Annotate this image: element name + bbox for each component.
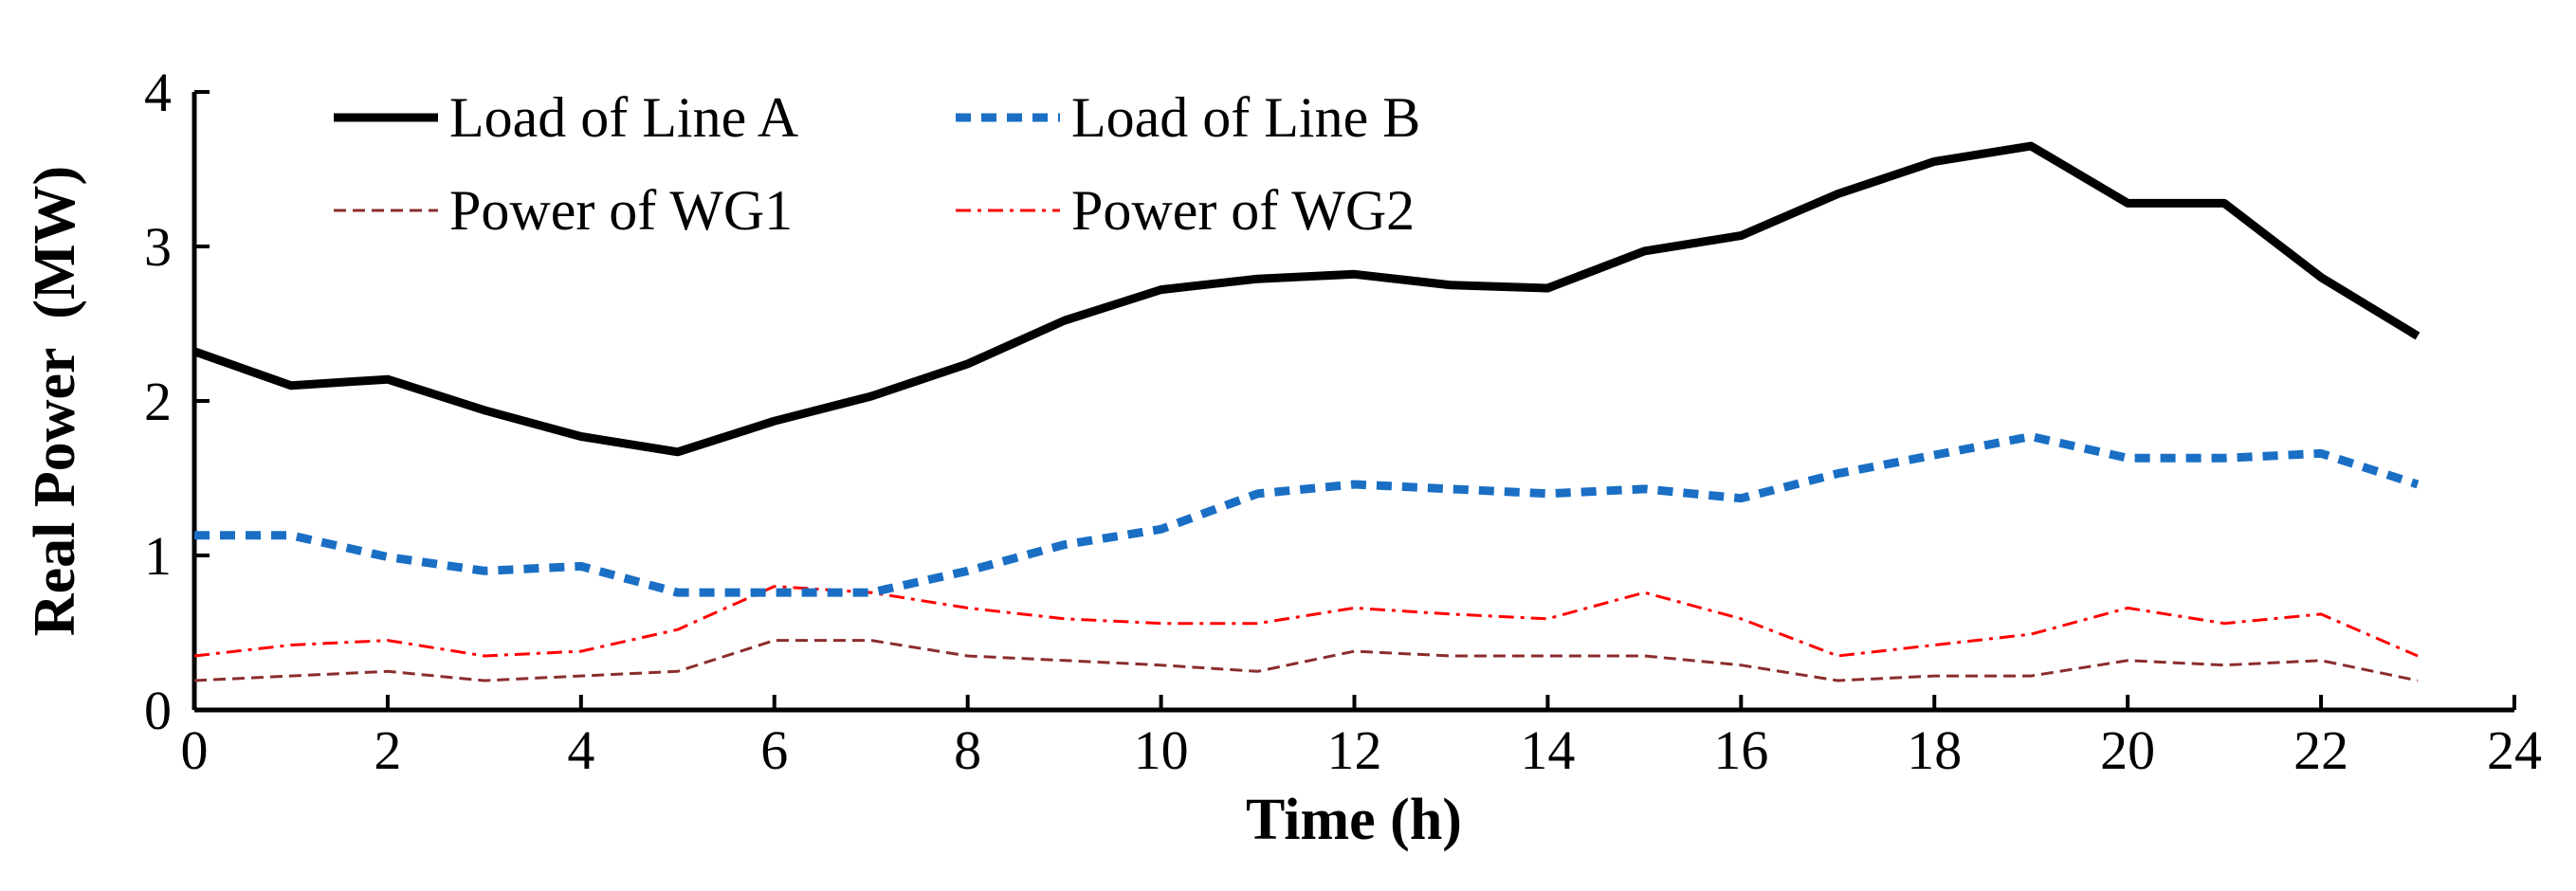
x-tick-label: 10 xyxy=(1134,719,1189,781)
x-tick-label: 12 xyxy=(1327,719,1382,781)
y-tick-label: 4 xyxy=(144,62,172,123)
x-tick-label: 2 xyxy=(374,719,401,781)
x-tick-label: 0 xyxy=(181,719,209,781)
y-tick-label: 3 xyxy=(144,216,172,278)
series-line-load-of-line-b xyxy=(194,432,2420,597)
x-tick-label: 8 xyxy=(954,719,981,781)
x-tick-label: 14 xyxy=(1520,719,1575,781)
legend-label: Load of Line A xyxy=(449,86,798,149)
series-line-power-of-wg2 xyxy=(193,585,2419,658)
y-tick-label: 0 xyxy=(144,680,172,741)
x-tick-label: 20 xyxy=(2100,719,2155,781)
legend-label: Power of WG2 xyxy=(1071,179,1415,242)
legend-label: Power of WG1 xyxy=(449,179,793,242)
series-line-power-of-wg1 xyxy=(193,639,2419,682)
x-tick-label: 22 xyxy=(2293,719,2348,781)
x-tick-label: 6 xyxy=(760,719,788,781)
x-tick-label: 4 xyxy=(567,719,594,781)
y-ticks: 0 1 2 3 4 xyxy=(144,62,210,741)
legend-label: Load of Line B xyxy=(1071,86,1420,149)
y-axis-title: Real Power (MW) xyxy=(23,166,87,636)
x-ticks: 0 2 4 6 8 10 12 14 16 18 20 22 24 xyxy=(181,695,2542,781)
series-line-load-of-line-a xyxy=(192,141,2421,457)
y-tick-label: 2 xyxy=(144,371,172,432)
legend: Load of Line A Load of Line B Power of WG1… xyxy=(334,86,1420,242)
x-tick-label: 24 xyxy=(2487,719,2542,781)
y-tick-label: 1 xyxy=(144,525,172,587)
x-tick-label: 16 xyxy=(1713,719,1768,781)
x-tick-label: 18 xyxy=(1907,719,1962,781)
x-axis-title: Time (h) xyxy=(1246,788,1462,852)
series-layer xyxy=(192,141,2421,682)
